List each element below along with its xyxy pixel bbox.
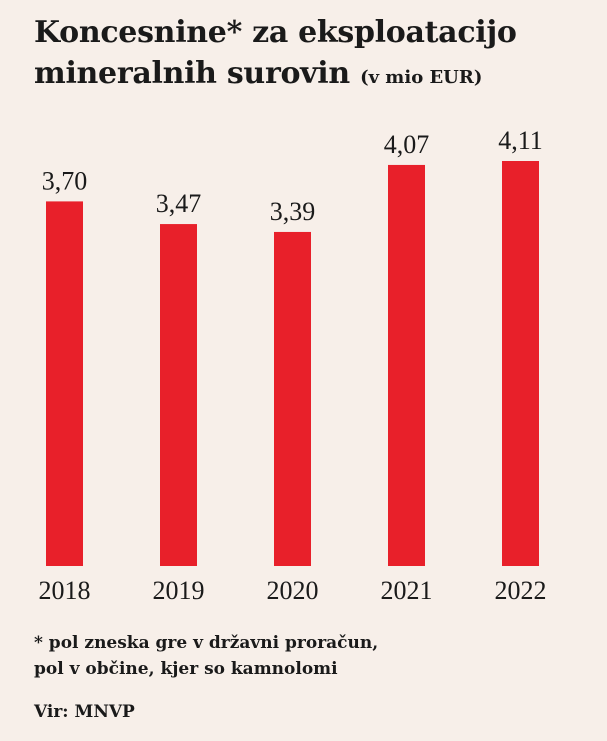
bar-value-label: 3,39 xyxy=(270,197,316,226)
chart-title: Koncesnine* za eksploatacijo mineralnih … xyxy=(34,12,594,98)
footnote: * pol zneska gre v državni proračun, pol… xyxy=(34,630,574,682)
chart-title-unit: (v mio EUR) xyxy=(360,67,483,88)
bar-2018 xyxy=(46,201,83,566)
x-tick-label: 2022 xyxy=(495,576,547,605)
bar-2019 xyxy=(160,224,197,567)
x-tick-label: 2019 xyxy=(153,576,205,605)
bar-value-label: 3,47 xyxy=(156,189,202,218)
footnote-line-1: * pol zneska gre v državni proračun, xyxy=(34,633,379,653)
source-note: Vir: MNVP xyxy=(34,702,135,722)
bar-value-label: 3,70 xyxy=(42,166,88,195)
x-tick-label: 2018 xyxy=(39,576,91,605)
chart-title-main: Koncesnine* za eksploatacijo mineralnih … xyxy=(34,15,517,91)
footnote-line-2: pol v občine, kjer so kamnolomi xyxy=(34,659,338,679)
bar-2022 xyxy=(502,161,539,566)
x-tick-label: 2020 xyxy=(267,576,319,605)
bar-2021 xyxy=(388,164,425,567)
bar-2020 xyxy=(274,231,311,566)
bar-value-label: 4,11 xyxy=(498,126,543,155)
bar-value-label: 4,07 xyxy=(384,130,430,159)
x-tick-label: 2021 xyxy=(381,576,433,605)
